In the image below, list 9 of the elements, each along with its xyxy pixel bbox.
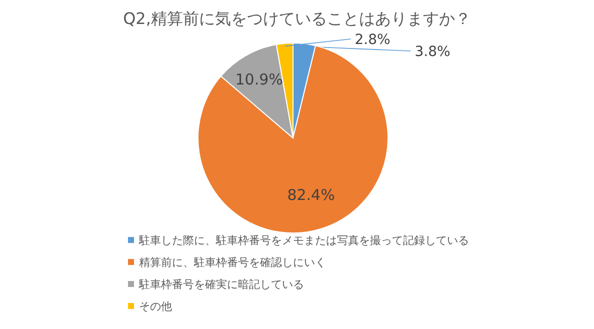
- data-label: 2.8%: [354, 32, 390, 48]
- data-label: 10.9%: [235, 70, 283, 89]
- legend-label: その他: [139, 300, 172, 313]
- legend-label: 駐車枠番号を確実に暗記している: [138, 278, 304, 291]
- data-label: 3.8%: [414, 44, 450, 60]
- chart-title: Q2,精算前に気をつけていることはありますか？: [123, 9, 471, 28]
- data-label: 82.4%: [287, 186, 335, 204]
- legend-label: 精算前に、駐車枠番号を確認しにいく: [139, 256, 326, 269]
- legend-label: 駐車した際に、駐車枠番号をメモまたは写真を撮って記録している: [138, 234, 469, 247]
